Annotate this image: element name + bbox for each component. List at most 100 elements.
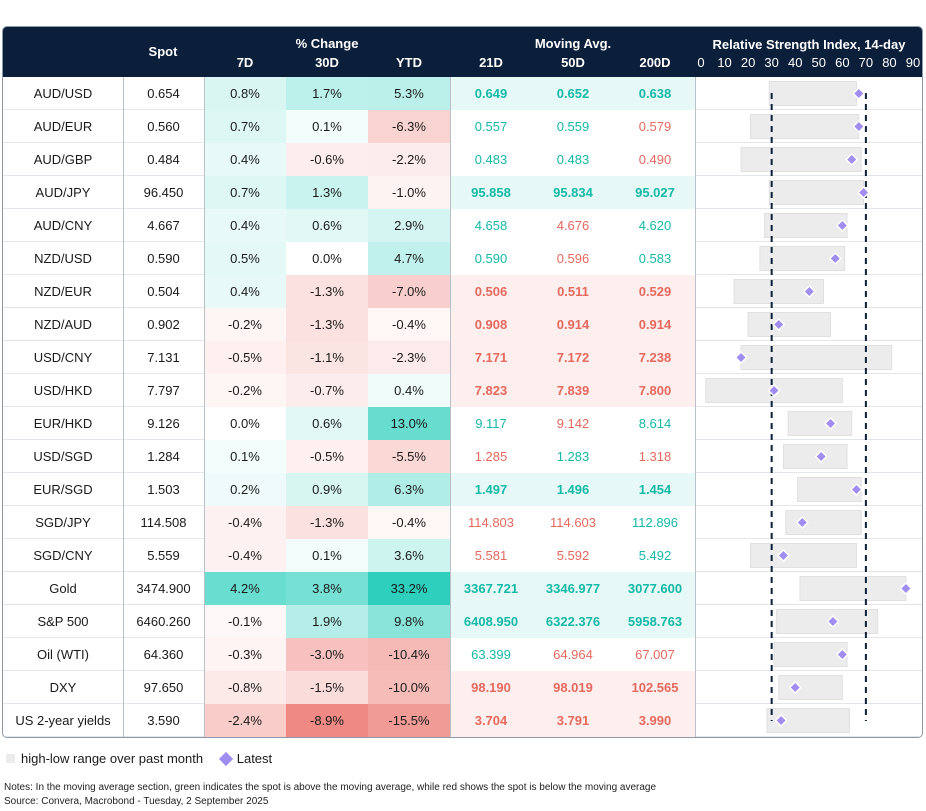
row-change-7d: 0.7%	[204, 110, 286, 143]
row-spot: 0.484	[147, 152, 180, 167]
row-ma-200d: 7.800	[614, 374, 696, 407]
row-spot: 7.131	[147, 350, 180, 365]
header-7d: 7D	[236, 55, 254, 70]
rsi-range-bar	[747, 312, 832, 337]
divider-name-spot	[123, 77, 124, 737]
table-row: NZD/EUR 0.504 0.4% -1.3% -7.0% 0.506 0.511 0.52…	[3, 275, 922, 308]
row-change-30d: -3.0%	[286, 638, 368, 671]
row-change-ytd: 5.3%	[368, 77, 450, 110]
divider-ma-rsi	[695, 77, 696, 737]
row-spot: 3474.900	[136, 581, 191, 596]
header-pct-change: % Change	[295, 36, 359, 51]
divider-spot-change	[204, 77, 205, 737]
rsi-latest-marker	[899, 581, 913, 596]
rsi-range-bar	[740, 147, 862, 172]
row-name: USD/HKD	[33, 383, 93, 398]
row-ma-21d: 5.581	[450, 539, 532, 572]
row-change-30d: 0.6%	[286, 407, 368, 440]
rsi-range-bar	[749, 114, 860, 139]
row-ma-21d: 7.171	[450, 341, 532, 374]
row-ma-50d: 98.019	[532, 671, 614, 704]
row-ma-50d: 9.142	[532, 407, 614, 440]
row-spot: 0.902	[147, 317, 180, 332]
row-change-7d: 0.2%	[204, 473, 286, 506]
rsi-range-bar	[778, 675, 843, 700]
row-name: NZD/USD	[34, 251, 92, 266]
row-ma-21d: 0.557	[450, 110, 532, 143]
row-change-30d: 1.9%	[286, 605, 368, 638]
row-ma-50d: 0.914	[532, 308, 614, 341]
legend-range-label: high-low range over past month	[21, 751, 204, 767]
row-name: AUD/CNY	[33, 218, 93, 233]
row-name: S&P 500	[37, 614, 89, 629]
row-ma-21d: 7.823	[450, 374, 532, 407]
rsi-latest-marker	[814, 449, 828, 464]
rsi-tick-40: 40	[787, 55, 803, 70]
row-ma-200d: 1.454	[614, 473, 696, 506]
rsi-range-bar	[768, 180, 865, 205]
row-ma-50d: 0.511	[532, 275, 614, 308]
row-name: SGD/CNY	[33, 548, 93, 563]
rsi-latest-marker	[845, 152, 859, 167]
rsi-latest-marker	[772, 317, 786, 332]
legend: high-low range over past month Latest	[6, 750, 272, 766]
rsi-latest-marker	[852, 119, 866, 134]
divider-change-ma	[450, 77, 451, 737]
table-body: AUD/USD 0.654 0.8% 1.7% 5.3% 0.649 0.652 0.638 A…	[3, 77, 922, 737]
row-ma-50d: 7.839	[532, 374, 614, 407]
rsi-range-bar	[773, 642, 848, 667]
row-ma-50d: 95.834	[532, 176, 614, 209]
row-ma-200d: 0.529	[614, 275, 696, 308]
row-ma-50d: 64.964	[532, 638, 614, 671]
header-30d: 30D	[315, 55, 339, 70]
row-ma-200d: 95.027	[614, 176, 696, 209]
row-ma-21d: 1.285	[450, 440, 532, 473]
legend-latest-label: Latest	[236, 751, 273, 767]
rsi-latest-marker	[852, 86, 866, 101]
row-ma-200d: 67.007	[614, 638, 696, 671]
row-change-ytd: -0.4%	[368, 308, 450, 341]
row-spot: 0.590	[147, 251, 180, 266]
row-ma-200d: 102.565	[614, 671, 696, 704]
row-ma-21d: 0.908	[450, 308, 532, 341]
row-spot: 4.667	[147, 218, 180, 233]
header-rsi: Relative Strength Index, 14-day	[712, 37, 906, 52]
row-name: SGD/JPY	[35, 515, 91, 530]
rsi-latest-marker	[826, 614, 840, 629]
row-name: Oil (WTI)	[37, 647, 89, 662]
row-change-30d: 0.1%	[286, 539, 368, 572]
row-change-ytd: 13.0%	[368, 407, 450, 440]
row-change-7d: -0.5%	[204, 341, 286, 374]
row-ma-21d: 3367.721	[450, 572, 532, 605]
row-spot: 96.450	[143, 185, 184, 200]
table-row: US 2-year yields 3.590 -2.4% -8.9% -15.5% 3.7…	[3, 704, 922, 737]
row-name: NZD/EUR	[34, 284, 92, 299]
row-ma-21d: 4.658	[450, 209, 532, 242]
row-change-ytd: 3.6%	[368, 539, 450, 572]
row-change-ytd: 2.9%	[368, 209, 450, 242]
row-change-ytd: -10.0%	[368, 671, 450, 704]
row-spot: 1.503	[147, 482, 180, 497]
table-row: NZD/USD 0.590 0.5% 0.0% 4.7% 0.590 0.596 0.583	[3, 242, 922, 275]
rsi-latest-marker	[767, 383, 781, 398]
row-ma-50d: 5.592	[532, 539, 614, 572]
table-row: EUR/HKD 9.126 0.0% 0.6% 13.0% 9.117 9.142 8.614	[3, 407, 922, 440]
rsi-range-bar	[787, 411, 853, 436]
row-ma-50d: 7.172	[532, 341, 614, 374]
table-row: Gold 3474.900 4.2% 3.8% 33.2% 3367.721 3346.97…	[3, 572, 922, 605]
row-spot: 9.126	[147, 416, 180, 431]
table-row: USD/CNY 7.131 -0.5% -1.1% -2.3% 7.171 7.172 7.2…	[3, 341, 922, 374]
row-ma-50d: 6322.376	[532, 605, 614, 638]
row-ma-21d: 9.117	[450, 407, 532, 440]
row-ma-200d: 0.914	[614, 308, 696, 341]
row-spot: 114.508	[140, 515, 187, 530]
table-row: USD/HKD 7.797 -0.2% -0.7% 0.4% 7.823 7.839 7.80…	[3, 374, 922, 407]
row-ma-200d: 4.620	[614, 209, 696, 242]
row-ma-200d: 5958.763	[614, 605, 696, 638]
row-change-30d: 0.0%	[286, 242, 368, 275]
row-name: USD/SGD	[33, 449, 93, 464]
header-spot: Spot	[148, 44, 178, 59]
row-change-ytd: 33.2%	[368, 572, 450, 605]
rsi-latest-marker	[788, 680, 802, 695]
row-spot: 0.504	[147, 284, 180, 299]
